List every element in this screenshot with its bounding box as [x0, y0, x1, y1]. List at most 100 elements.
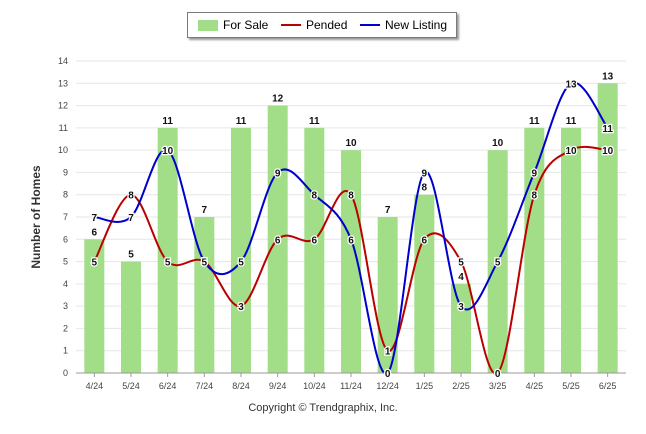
data-label-pended: 1 [385, 347, 391, 358]
x-tick-label: 11/24 [340, 381, 362, 391]
y-tick-label: 1 [63, 346, 68, 356]
x-tick-label: 7/24 [196, 381, 214, 391]
y-tick-label: 11 [59, 123, 68, 133]
x-tick-label: 4/25 [526, 381, 544, 391]
data-label-new-listing: 6 [348, 235, 354, 246]
data-label-new-listing: 9 [275, 168, 281, 179]
line-new-listing [94, 81, 609, 375]
data-label-pended: 6 [422, 235, 428, 246]
data-label-for-sale: 10 [345, 138, 357, 149]
chart-legend: For Sale Pended New Listing [187, 12, 457, 38]
x-tick-label: 4/24 [86, 381, 104, 391]
data-label-pended: 5 [165, 258, 171, 269]
legend-label-new-listing: New Listing [385, 18, 448, 32]
bar-for-sale-1-25 [414, 194, 435, 373]
data-label-new-listing: 8 [312, 191, 318, 202]
data-label-pended: 6 [275, 235, 281, 246]
data-label-for-sale: 11 [236, 116, 247, 127]
for-sale-bars [84, 83, 618, 374]
data-label-for-sale: 13 [602, 71, 614, 82]
x-tick-label: 6/25 [599, 381, 617, 391]
data-label-pended: 0 [495, 369, 501, 380]
y-tick-label: 3 [63, 301, 68, 311]
data-label-pended: 10 [602, 146, 614, 157]
data-label-pended: 6 [312, 235, 318, 246]
data-label-for-sale: 7 [385, 205, 391, 216]
data-label-pended: 3 [238, 302, 244, 313]
bar-for-sale-4-25 [524, 127, 545, 373]
data-label-for-sale: 11 [529, 116, 540, 127]
data-label-new-listing: 3 [458, 302, 464, 313]
y-tick-label: 9 [63, 167, 68, 177]
bar-for-sale-4-24 [84, 239, 105, 373]
legend-swatch-for-sale [198, 19, 218, 31]
y-tick-label: 12 [58, 101, 68, 111]
data-label-pended: 8 [532, 191, 538, 202]
data-label-new-listing: 13 [565, 79, 577, 90]
bar-for-sale-2-25 [451, 283, 471, 373]
data-label-for-sale: 10 [492, 138, 504, 149]
bar-for-sale-12-24 [377, 217, 398, 373]
bar-for-sale-5-24 [121, 261, 141, 373]
legend-swatch-new-listing [360, 24, 380, 26]
data-label-pended: 5 [458, 258, 464, 269]
y-tick-label: 6 [63, 234, 68, 244]
data-label-new-listing: 10 [162, 146, 174, 157]
data-label-new-listing: 9 [422, 168, 428, 179]
x-tick-label: 2/25 [452, 381, 470, 391]
data-label-for-sale: 4 [458, 272, 464, 283]
data-labels: 6 5 11 7 11 12 11 10 7 8 4 10 11 11 13 5 8 5 5 3 6 6 8 1 6 5 0 8 10 1… [90, 70, 615, 381]
x-tick-label: 6/24 [159, 381, 177, 391]
x-tick-label: 3/25 [489, 381, 507, 391]
legend-label-pended: Pended [306, 18, 348, 32]
x-tick-label: 1/25 [416, 381, 434, 391]
y-tick-label: 8 [63, 190, 68, 200]
x-tick-label: 10/24 [303, 381, 326, 391]
data-label-pended: 5 [202, 258, 208, 269]
data-label-for-sale: 11 [162, 116, 173, 127]
line-pended [93, 145, 608, 375]
bar-for-sale-10-24 [304, 127, 325, 373]
data-label-new-listing: 7 [128, 213, 134, 224]
y-tick-label: 10 [58, 145, 68, 155]
data-label-new-listing: 9 [532, 168, 538, 179]
legend-item-for-sale: For Sale [198, 13, 268, 37]
legend-label-for-sale: For Sale [223, 18, 269, 32]
y-tick-label: 5 [63, 257, 68, 267]
x-tick-label: 5/24 [122, 381, 140, 391]
data-label-pended: 8 [128, 191, 134, 202]
x-tick-label: 5/25 [562, 381, 580, 391]
bar-for-sale-5-25 [561, 127, 581, 373]
data-label-new-listing: 5 [238, 258, 244, 269]
data-label-new-listing: 0 [385, 369, 391, 380]
y-tick-label: 0 [63, 368, 68, 378]
data-label-for-sale: 7 [202, 205, 208, 216]
data-label-for-sale: 6 [92, 227, 98, 238]
data-label-for-sale: 12 [272, 94, 284, 105]
x-tick-label: 9/24 [269, 381, 287, 391]
data-label-pended: 8 [348, 191, 354, 202]
data-label-for-sale: 5 [128, 250, 134, 261]
copyright-text: Copyright © Trendgraphix, Inc. [248, 402, 398, 414]
data-label-pended: 5 [92, 258, 98, 269]
legend-item-pended: Pended [281, 13, 347, 37]
bar-for-sale-6-25 [597, 83, 618, 374]
legend-item-new-listing: New Listing [360, 13, 447, 37]
x-tick-label: 8/24 [232, 381, 250, 391]
bar-for-sale-7-24 [194, 217, 215, 373]
data-label-new-listing: 11 [602, 124, 613, 135]
bar-for-sale-8-24 [231, 127, 251, 373]
y-tick-label: 13 [58, 78, 68, 88]
y-tick-label: 2 [63, 323, 68, 333]
data-label-new-listing: 5 [202, 258, 208, 269]
legend-swatch-pended [281, 24, 301, 26]
bar-for-sale-6-24 [157, 127, 178, 373]
y-tick-label: 14 [58, 56, 68, 66]
y-tick-label: 4 [63, 279, 68, 289]
x-tick-label: 12/24 [376, 381, 399, 391]
data-label-new-listing: 5 [495, 258, 501, 269]
y-axis-label: Number of Homes [29, 165, 43, 269]
y-tick-label: 7 [63, 212, 68, 222]
